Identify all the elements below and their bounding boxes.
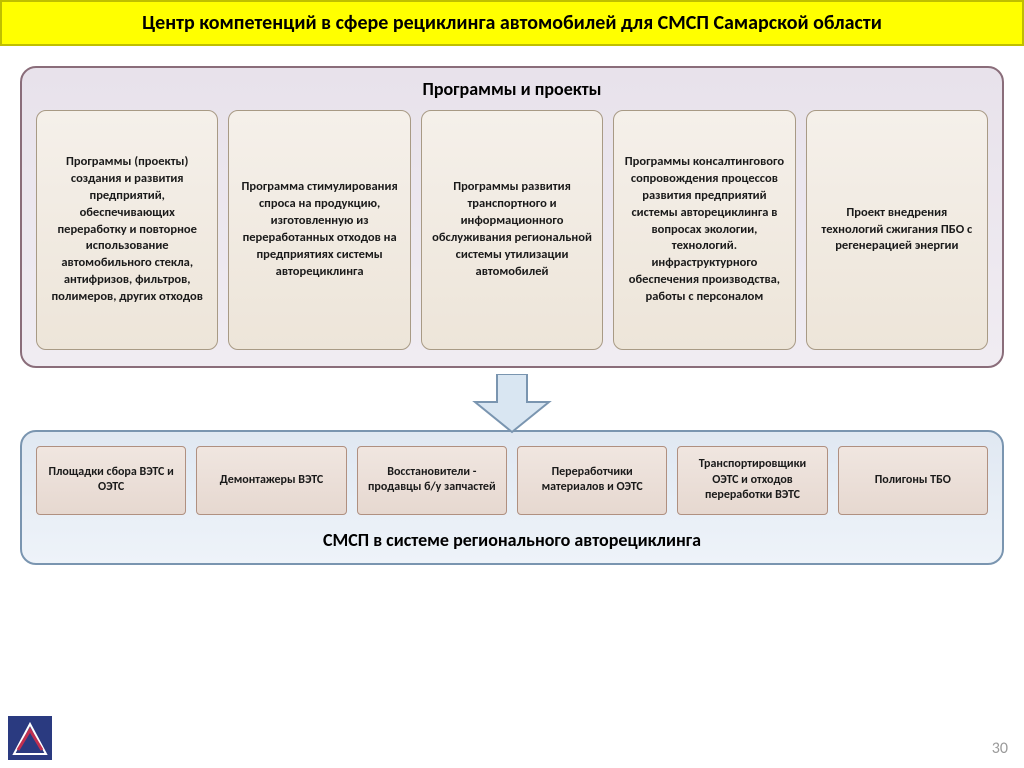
- page-title: Центр компетенций в сфере рециклинга авт…: [142, 11, 882, 35]
- smsp-card: Переработчики материалов и ОЭТС: [517, 446, 667, 515]
- smsp-row: Площадки сбора ВЭТС и ОЭТС Демонтажеры В…: [36, 446, 988, 515]
- smsp-card: Восстановители - продавцы б/у запчастей: [357, 446, 507, 515]
- smsp-card: Транспортировщики ОЭТС и отходов перераб…: [677, 446, 827, 515]
- smsp-card: Демонтажеры ВЭТС: [196, 446, 346, 515]
- programs-row: Программы (проекты) создания и развития …: [36, 110, 988, 350]
- program-card: Проект внедрения технологий сжигания ПБО…: [806, 110, 988, 350]
- program-card: Программы развития транспортного и инфор…: [421, 110, 603, 350]
- programs-heading: Программы и проекты: [36, 78, 988, 100]
- smsp-card: Полигоны ТБО: [838, 446, 988, 515]
- program-card: Программы (проекты) создания и развития …: [36, 110, 218, 350]
- programs-panel: Программы и проекты Программы (проекты) …: [20, 66, 1004, 368]
- smsp-panel: Площадки сбора ВЭТС и ОЭТС Демонтажеры В…: [20, 430, 1004, 565]
- down-arrow-icon: [467, 374, 557, 434]
- smsp-card: Площадки сбора ВЭТС и ОЭТС: [36, 446, 186, 515]
- arrow-container: [0, 374, 1024, 434]
- program-card: Программа стимулирования спроса на проду…: [228, 110, 410, 350]
- smsp-heading: СМСП в системе регионального авторецикли…: [36, 529, 988, 551]
- page-number: 30: [992, 739, 1008, 758]
- logo-icon: [8, 716, 52, 760]
- program-card: Программы консалтингового сопровождения …: [613, 110, 795, 350]
- title-bar: Центр компетенций в сфере рециклинга авт…: [0, 0, 1024, 46]
